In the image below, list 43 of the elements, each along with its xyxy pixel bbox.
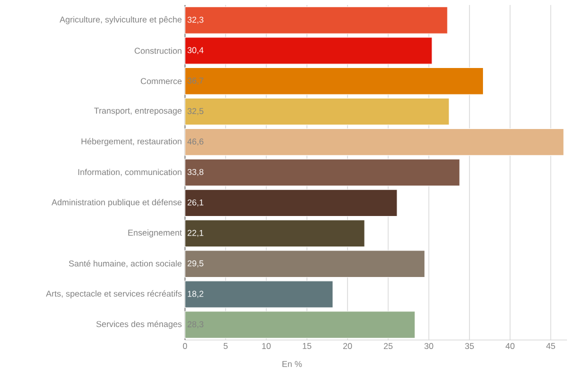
x-tick-label: 30: [424, 343, 434, 350]
data-label: 29,5: [188, 260, 204, 268]
data-label: 46,6: [187, 138, 204, 146]
y-tick-label: Construction: [134, 48, 182, 54]
data-label: 32,5: [188, 108, 204, 116]
data-label: 33,8: [188, 168, 204, 176]
x-tick-label: 35: [465, 343, 474, 350]
data-label: 18,2: [188, 290, 204, 298]
bar: [184, 250, 426, 278]
x-tick-label: 45: [546, 343, 556, 349]
bar: [184, 36, 432, 64]
data-label: 22,1: [188, 230, 204, 237]
y-tick-label: Santé humaine, action sociale: [68, 260, 182, 268]
data-label: 26,1: [188, 199, 204, 206]
bar: [184, 280, 334, 308]
x-tick-label: 10: [262, 343, 271, 350]
y-tick-label: Services des ménages: [96, 320, 182, 329]
data-label: 30,4: [188, 47, 204, 54]
y-tick-label: Arts, spectacle et services récréatifs: [46, 290, 182, 298]
bar: [184, 189, 398, 217]
bar: [184, 67, 484, 95]
bar: [184, 158, 460, 186]
x-axis-title: En %: [282, 361, 302, 367]
data-label: 32,3: [188, 16, 204, 24]
bar: [184, 98, 450, 126]
bar: [184, 311, 416, 338]
x-tick-label: 15: [302, 343, 312, 349]
data-label: 36,7: [188, 78, 204, 85]
y-tick-label: Agriculture, sylviculture et pêche: [60, 16, 182, 24]
y-tick-label: Transport, entreposage: [94, 108, 182, 116]
bar: [184, 220, 365, 248]
y-tick-label: Commerce: [140, 78, 182, 84]
y-tick-label: Enseignement: [128, 229, 182, 238]
y-tick-label: Hébergement, restauration: [82, 138, 182, 146]
x-tick-label: 5: [224, 343, 228, 349]
x-tick-label: 40: [506, 343, 514, 350]
x-tick-label: 0: [182, 343, 188, 350]
bar: [184, 128, 564, 156]
x-tick-label: 20: [343, 343, 352, 350]
x-tick-label: 25: [384, 343, 393, 350]
y-tick-label: Administration publique et défense: [52, 198, 182, 207]
y-tick-label: Information, communication: [78, 168, 182, 176]
bar: [184, 6, 448, 34]
